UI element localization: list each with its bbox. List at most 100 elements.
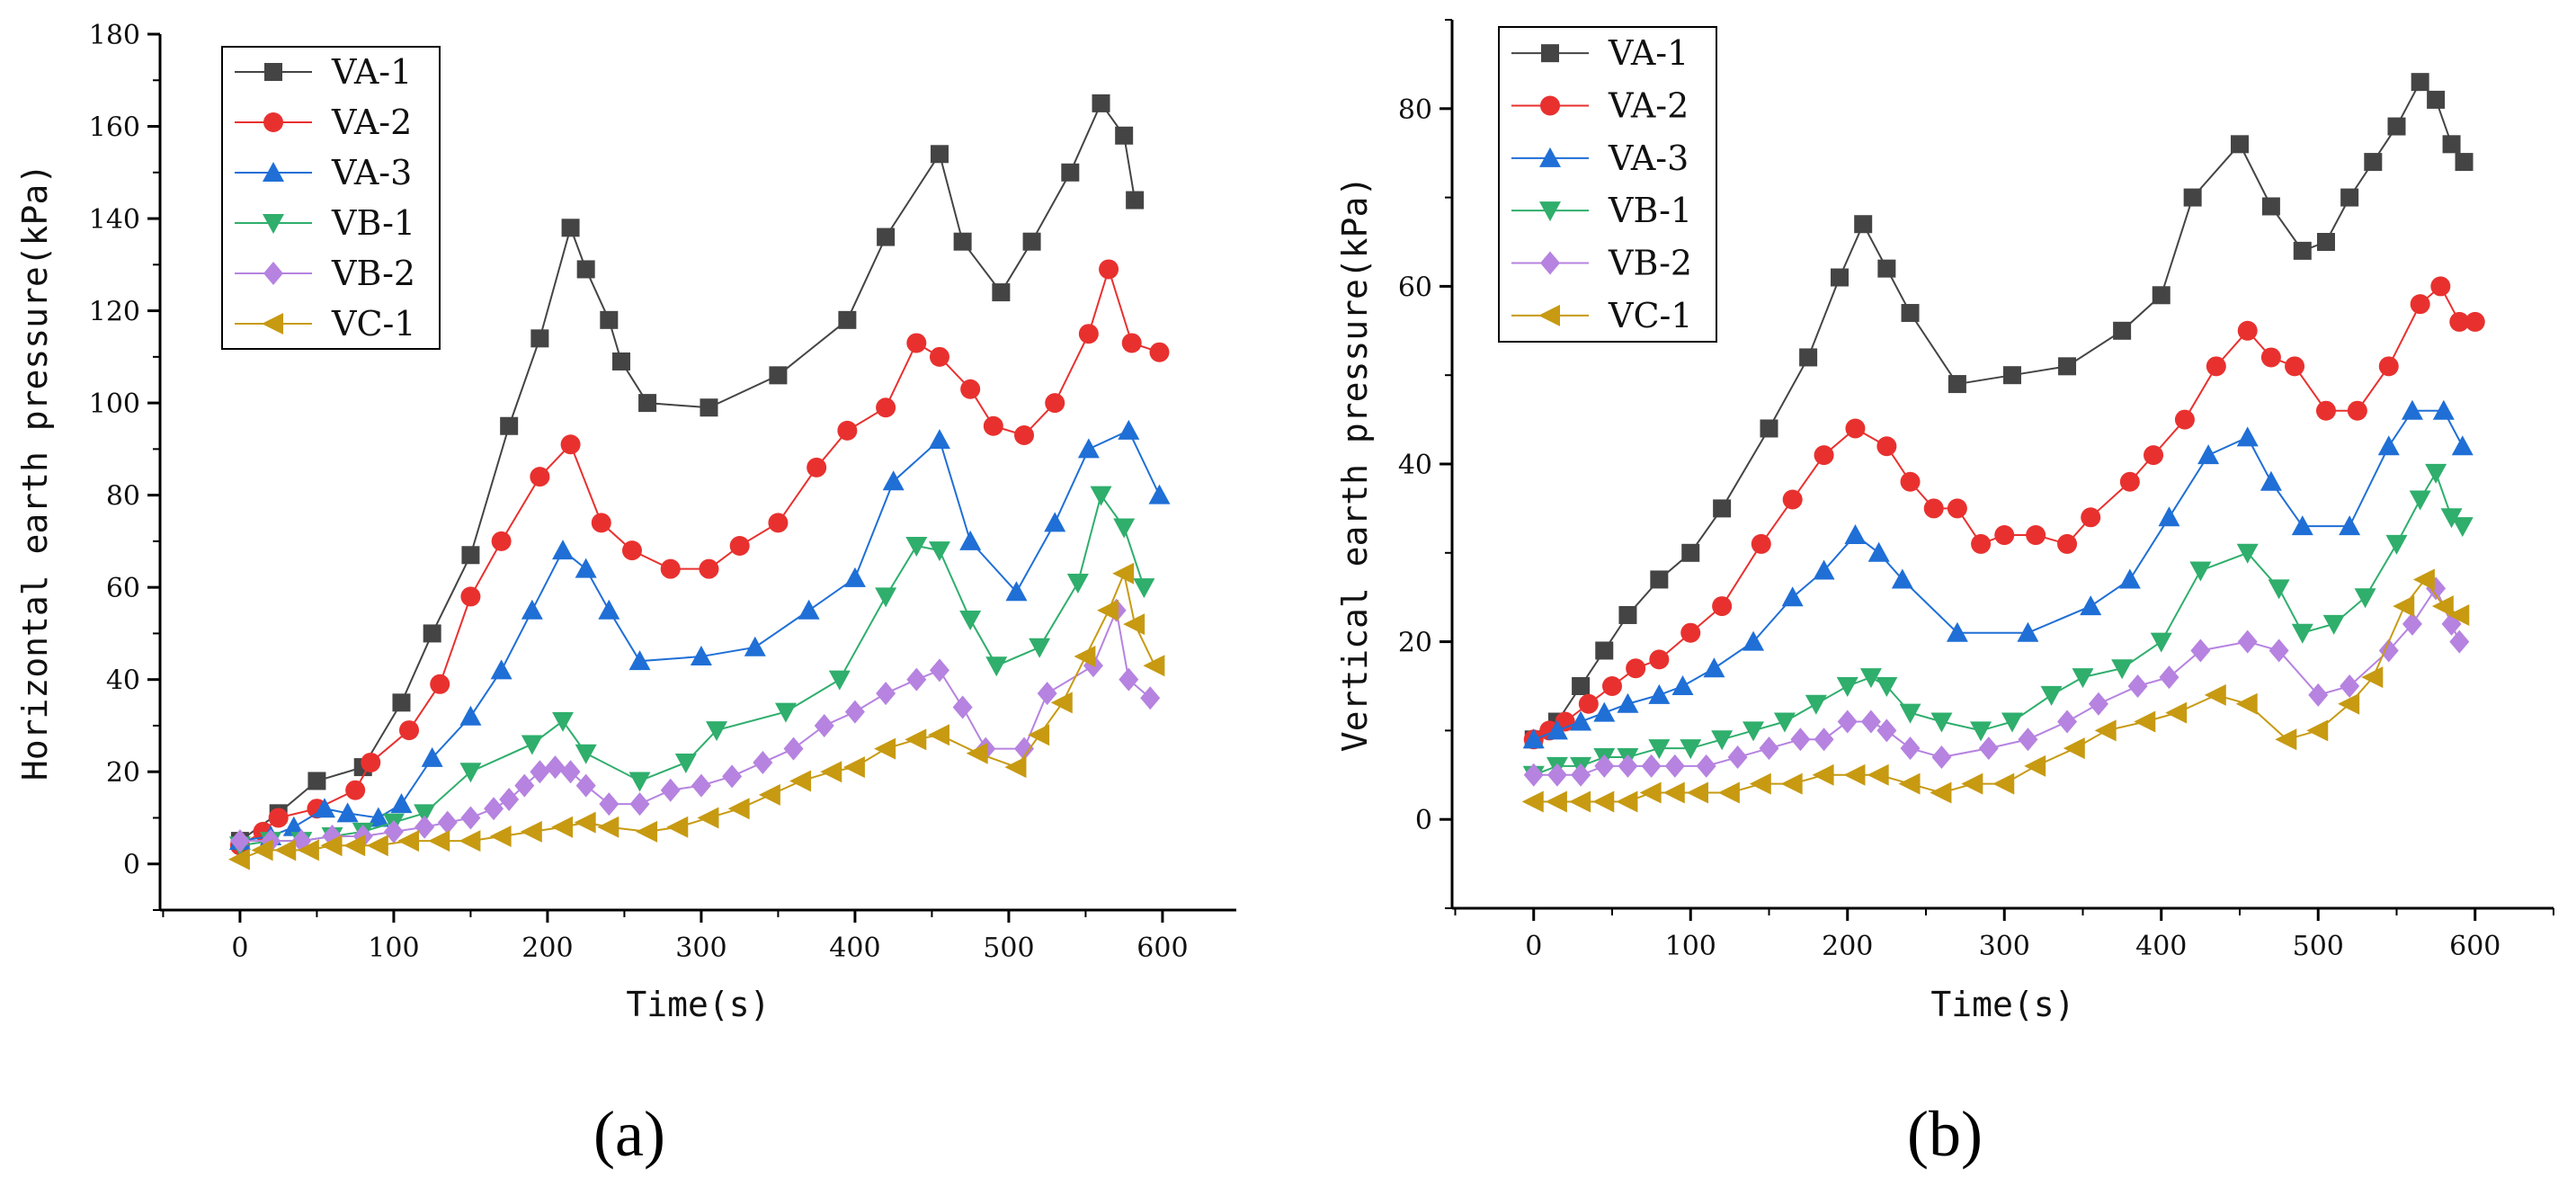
data-point: [428, 830, 450, 852]
data-point: [2150, 632, 2172, 653]
data-point: [1901, 304, 1920, 323]
y-tick-label: 0: [123, 850, 140, 881]
legend-label: VA-2: [331, 103, 412, 142]
data-point: [638, 394, 657, 413]
legend-marker: [1538, 304, 1560, 326]
data-point: [758, 783, 780, 806]
data-point: [2127, 674, 2148, 698]
data-point: [929, 658, 949, 683]
data-point: [490, 659, 513, 680]
data-point: [1971, 533, 1992, 554]
legend-marker: [263, 214, 284, 234]
data-point: [1099, 259, 1119, 280]
data-point: [1680, 739, 1702, 760]
y-tick-label: 160: [89, 112, 140, 144]
data-point: [959, 530, 982, 550]
data-point: [2377, 435, 2400, 456]
data-point: [1773, 712, 1796, 733]
data-point: [697, 807, 719, 829]
data-point: [2260, 347, 2281, 368]
data-point: [552, 540, 575, 560]
data-point: [2237, 320, 2258, 341]
data-point: [636, 820, 658, 843]
data-point: [1891, 568, 1913, 589]
legend-label: VA-1: [331, 52, 412, 92]
data-point: [1578, 693, 1599, 714]
data-point: [597, 816, 619, 838]
data-point: [1626, 658, 1646, 679]
data-point: [1545, 790, 1567, 813]
data-point: [2293, 241, 2312, 260]
legend-marker: [1541, 44, 1559, 63]
data-point: [383, 819, 404, 843]
series-line: [1533, 284, 2475, 741]
data-point: [1045, 393, 1065, 414]
data-point: [905, 728, 927, 751]
data-point: [1126, 191, 1145, 210]
data-point: [1662, 781, 1685, 804]
data-point: [268, 808, 289, 828]
data-point: [2268, 579, 2290, 600]
legend-box: [221, 46, 441, 350]
data-point: [575, 744, 597, 764]
data-point: [576, 260, 595, 279]
data-point: [366, 835, 388, 857]
data-point: [1860, 710, 1881, 734]
series-line: [239, 607, 1151, 843]
data-point: [1133, 578, 1155, 599]
data-point: [1014, 736, 1035, 761]
data-point: [874, 737, 896, 760]
data-point: [2197, 444, 2220, 465]
data-point: [1028, 724, 1050, 746]
series-line: [1533, 409, 2464, 741]
y-tick-label: 140: [89, 204, 140, 236]
data-point: [1837, 710, 1858, 734]
data-point: [2340, 674, 2360, 698]
data-point: [1671, 675, 1694, 695]
data-point: [882, 470, 905, 491]
data-point: [700, 398, 718, 417]
data-point: [953, 232, 972, 251]
legend-marker: [262, 313, 283, 335]
data-point: [2449, 629, 2470, 654]
data-point: [2080, 595, 2102, 616]
data-point: [2063, 737, 2085, 760]
data-point: [2322, 614, 2345, 635]
data-point: [1005, 581, 1028, 602]
data-point: [1930, 781, 1952, 804]
data-point: [1112, 562, 1135, 585]
data-point: [1004, 756, 1027, 779]
data-point: [2411, 73, 2429, 92]
data-point: [1876, 677, 1898, 697]
data-point: [2174, 409, 2195, 430]
data-point: [2002, 366, 2021, 385]
data-point: [966, 742, 988, 764]
series-vc-1: [1521, 568, 2470, 813]
data-point: [1813, 559, 1835, 580]
data-point: [769, 366, 788, 385]
data-point: [552, 711, 575, 732]
data-point: [629, 792, 650, 817]
data-point: [499, 787, 520, 811]
data-point: [1617, 692, 1639, 713]
data-point: [983, 415, 1003, 436]
data-point: [1831, 268, 1850, 287]
data-point: [1923, 498, 1944, 519]
data-point: [1814, 445, 1834, 466]
data-point: [1123, 613, 1145, 636]
data-point: [2401, 399, 2423, 420]
data-point: [2057, 533, 2078, 554]
data-point: [2275, 728, 2297, 751]
data-point: [2260, 470, 2282, 491]
data-point: [561, 219, 580, 237]
data-point: [423, 624, 441, 643]
data-point: [459, 763, 482, 783]
data-point: [1050, 692, 1073, 714]
x-tick-label: 500: [2293, 931, 2344, 962]
x-tick-label: 600: [2449, 931, 2500, 962]
data-point: [1978, 736, 1999, 761]
data-point: [1717, 781, 1740, 804]
data-point: [530, 467, 550, 487]
x-tick-label: 400: [2135, 931, 2187, 962]
y-tick-label: 60: [106, 573, 140, 604]
